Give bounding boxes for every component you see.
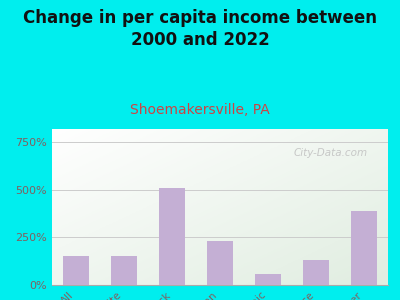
Bar (159, 188, 185, 285)
Bar (207, 241, 233, 285)
Bar (63, 256, 89, 285)
Text: City-Data.com: City-Data.com (294, 148, 368, 158)
Bar (351, 211, 377, 285)
Text: Shoemakersville, PA: Shoemakersville, PA (130, 103, 270, 118)
Bar (111, 256, 137, 285)
Text: Change in per capita income between
2000 and 2022: Change in per capita income between 2000… (23, 9, 377, 49)
Bar (303, 260, 329, 285)
Bar (255, 274, 281, 285)
